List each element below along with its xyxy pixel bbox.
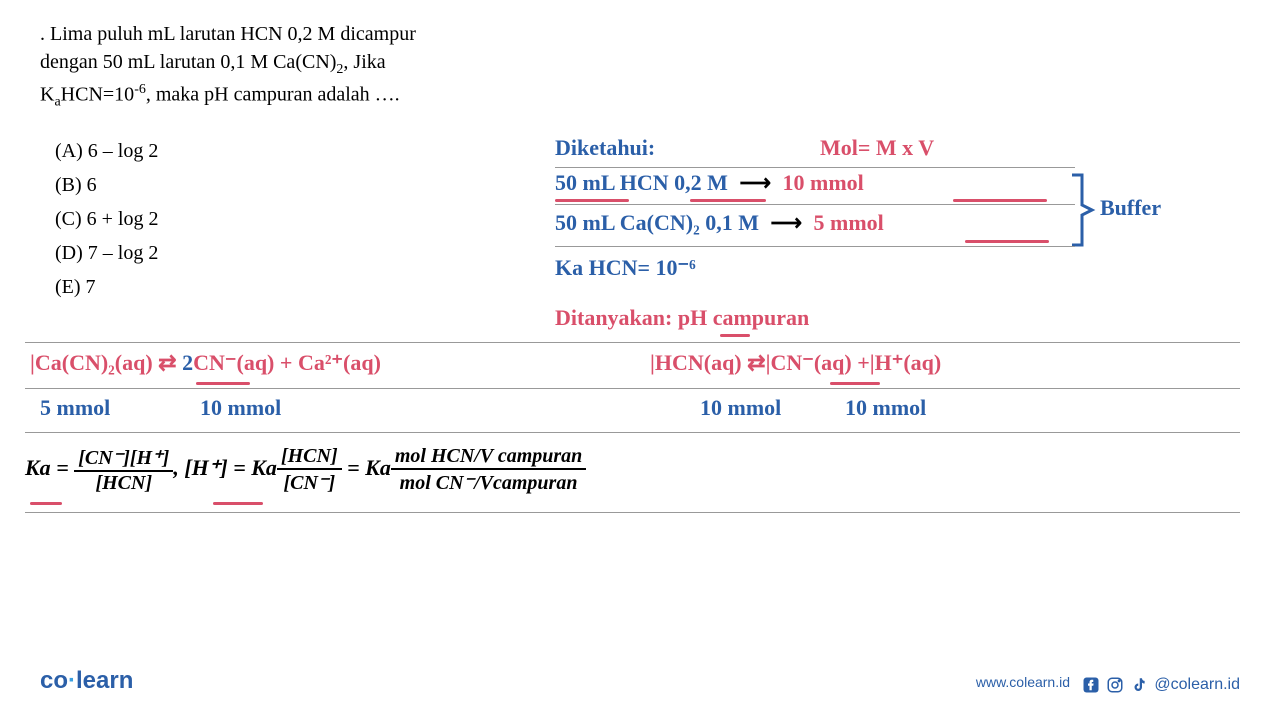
dissociation-eq-right: |HCN(aq) ⇄|CN⁻(aq) +|H⁺(aq) — [650, 350, 941, 376]
option-a: (A) 6 – log 2 — [55, 135, 159, 167]
divider — [25, 512, 1240, 513]
tiktok-icon — [1130, 676, 1148, 694]
mmol-10: 10 mmol — [200, 395, 281, 421]
footer-handle: @colearn.id — [1154, 676, 1240, 694]
mmol-10: 10 mmol — [700, 395, 781, 421]
facebook-icon — [1082, 676, 1100, 694]
q-line3c: , maka pH campuran adalah …. — [146, 83, 400, 105]
frac3: mol HCN/V campuranmol CN⁻/Vcampuran — [391, 445, 586, 495]
instagram-icon — [1106, 676, 1124, 694]
reactant: HCN(aq) — [655, 350, 742, 375]
divider — [25, 342, 1240, 343]
eq: = — [51, 455, 75, 480]
frac1-num: [CN⁻][H⁺] — [74, 445, 173, 472]
underline — [213, 502, 263, 505]
arrow-icon: ⟶ — [770, 210, 802, 235]
mmol-5: 5 mmol — [40, 395, 110, 421]
logo: co·learn — [40, 667, 133, 695]
q-line3a: K — [40, 83, 54, 105]
q-line3b: HCN=10 — [61, 83, 135, 105]
dissociation-eq-left: |Ca(CN)₂(aq) ⇄ 2CN⁻(aq) + Ca²⁺(aq) — [30, 350, 381, 376]
option-d: (D) 7 – log 2 — [55, 237, 159, 269]
ditanyakan-label: Ditanyakan: pH campuran — [555, 305, 809, 331]
reactant: Ca(CN)₂(aq) — [35, 350, 153, 375]
given-line2: 50 mL Ca(CN)₂ 0,1 M ⟶ 5 mmol — [555, 210, 884, 236]
frac3-num: mol HCN/V campuran — [391, 445, 586, 470]
given-1a: 50 mL HCN 0,2 M — [555, 170, 728, 195]
eq2: = Ka — [228, 455, 277, 480]
given-1b: 10 mmol — [783, 170, 864, 195]
question-text: . Lima puluh mL larutan HCN 0,2 M dicamp… — [40, 20, 500, 112]
divider — [555, 204, 1075, 205]
mol-formula: Mol= M x V — [820, 135, 934, 161]
frac2-num: [HCN] — [277, 445, 342, 470]
divider — [25, 432, 1240, 433]
frac1-den: [HCN] — [74, 472, 173, 495]
logo-dot: · — [68, 667, 76, 694]
footer-social: @colearn.id — [1082, 676, 1240, 694]
q-line2a: dengan 50 mL larutan 0,1 M Ca(CN) — [40, 51, 336, 73]
ka: Ka — [25, 455, 51, 480]
underline — [830, 382, 880, 385]
option-c: (C) 6 + log 2 — [55, 203, 159, 235]
logo-learn: learn — [76, 667, 133, 694]
plus: + — [280, 350, 298, 375]
prod1: CN⁻(aq) — [770, 350, 851, 375]
prod2: Ca²⁺(aq) — [298, 350, 381, 375]
equilibrium-arrow-icon: ⇄ — [747, 350, 765, 375]
frac2: [HCN][CN⁻] — [277, 445, 342, 495]
comma: , — [173, 455, 184, 480]
answer-options: (A) 6 – log 2 (B) 6 (C) 6 + log 2 (D) 7 … — [55, 135, 159, 305]
arrow-icon: ⟶ — [739, 170, 771, 195]
ka-formula: Ka = [CN⁻][H⁺][HCN], [H⁺] = Ka[HCN][CN⁻]… — [25, 445, 586, 495]
divider — [25, 388, 1240, 389]
underline — [965, 240, 1049, 243]
equilibrium-arrow-icon: ⇄ — [158, 350, 176, 375]
frac2-den: [CN⁻] — [277, 470, 342, 495]
option-e: (E) 7 — [55, 271, 159, 303]
diketahui-label: Diketahui: — [555, 135, 655, 161]
prod1: CN⁻(aq) — [193, 350, 274, 375]
divider — [555, 246, 1075, 247]
bracket-icon — [1070, 170, 1100, 250]
frac3-den: mol CN⁻/Vcampuran — [391, 470, 586, 495]
given-2b: 5 mmol — [814, 210, 884, 235]
underline — [690, 199, 766, 202]
frac1: [CN⁻][H⁺][HCN] — [74, 445, 173, 495]
underline — [720, 334, 750, 337]
mmol-10b: 10 mmol — [845, 395, 926, 421]
h: [H⁺] — [184, 455, 227, 480]
prod2: H⁺(aq) — [875, 350, 942, 375]
underline — [953, 199, 1047, 202]
buffer-label: Buffer — [1100, 195, 1161, 221]
underline — [30, 502, 62, 505]
given-line3: Ka HCN= 10⁻⁶ — [555, 255, 696, 281]
coef2: 2 — [182, 350, 193, 375]
footer-url: www.colearn.id — [976, 674, 1070, 690]
divider — [555, 167, 1075, 168]
underline — [555, 199, 629, 202]
q-line2b: , Jika — [343, 51, 385, 73]
given-2a: 50 mL Ca(CN)₂ 0,1 M — [555, 210, 759, 235]
eq3: = Ka — [342, 455, 391, 480]
option-b: (B) 6 — [55, 169, 159, 201]
underline — [196, 382, 250, 385]
q-line3-sup: -6 — [134, 82, 146, 97]
given-line1: 50 mL HCN 0,2 M ⟶ 10 mmol — [555, 170, 864, 196]
q-line1: . Lima puluh mL larutan HCN 0,2 M dicamp… — [40, 23, 416, 45]
logo-co: co — [40, 667, 68, 694]
plus: + — [857, 350, 870, 375]
